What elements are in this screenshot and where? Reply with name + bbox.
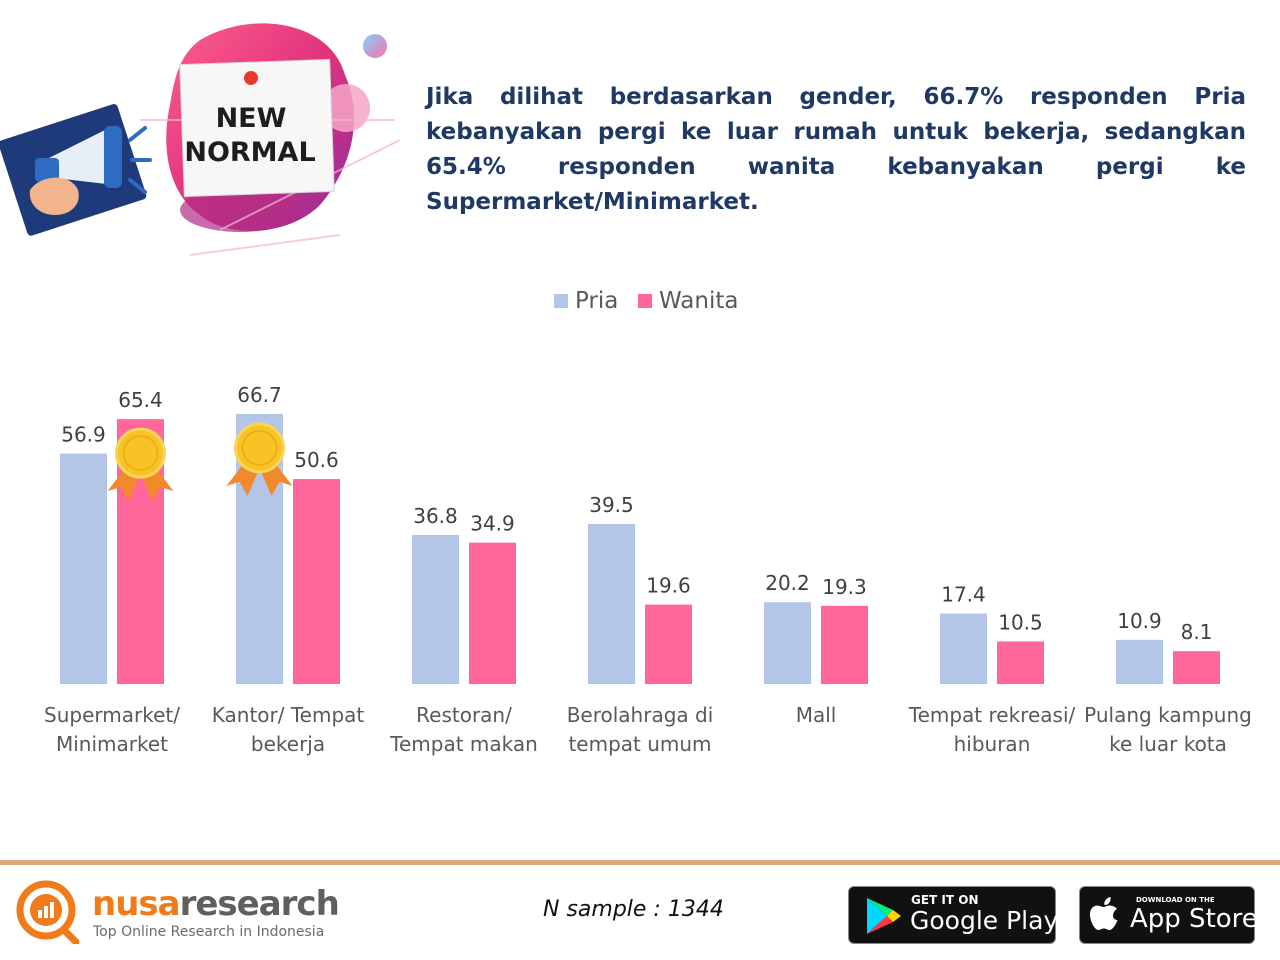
data-label-wanita-6: 8.1 — [1181, 620, 1213, 644]
bar-wanita-5 — [997, 641, 1044, 684]
category-label-4-0: Mall — [796, 703, 837, 727]
data-label-wanita-3: 19.6 — [646, 574, 691, 598]
data-label-wanita-0: 65.4 — [118, 388, 163, 412]
legend-swatch-wanita — [638, 294, 652, 308]
bar-wanita-4 — [821, 605, 868, 684]
data-label-pria-2: 36.8 — [413, 504, 458, 528]
medal-inner-ring-0 — [122, 435, 159, 471]
data-label-wanita-2: 34.9 — [470, 512, 515, 536]
category-label-1-0: Kantor/ Tempat — [212, 703, 365, 727]
bar-pria-2 — [412, 534, 459, 684]
megaphone-icon — [0, 104, 152, 236]
category-label-5-1: hiburan — [954, 732, 1031, 756]
logo-research: research — [179, 884, 340, 924]
sign-line-2: NORMAL — [184, 137, 315, 168]
legend-label-wanita: Wanita — [659, 288, 738, 314]
data-label-wanita-1: 50.6 — [294, 448, 339, 472]
logo-nusa: nusa — [92, 884, 181, 924]
legend-swatch-pria — [554, 294, 568, 308]
category-label-0-1: Minimarket — [56, 732, 168, 756]
app-store-badge[interactable]: DOWNLOAD ON THE App Store — [1079, 886, 1258, 944]
google-play-badge[interactable]: GET IT ON Google Play — [848, 886, 1059, 944]
google-play-small-text: GET IT ON — [911, 893, 979, 907]
play-store-icon — [867, 898, 901, 934]
medal-inner-ring-1 — [241, 430, 278, 466]
bar-wanita-1 — [293, 479, 340, 684]
data-label-pria-1: 66.7 — [237, 383, 282, 407]
bar-pria-5 — [940, 613, 987, 684]
bar-pria-4 — [764, 602, 811, 684]
category-label-5-0: Tempat rekreasi/ — [908, 703, 1076, 727]
bar-pria-6 — [1116, 639, 1163, 684]
data-label-wanita-5: 10.5 — [998, 610, 1043, 634]
category-label-0-0: Supermarket/ — [44, 703, 180, 727]
footer-divider — [0, 860, 1280, 865]
category-label-6-0: Pulang kampung — [1084, 703, 1252, 727]
logo-tagline: Top Online Research in Indonesia — [93, 924, 325, 940]
app-store-small-text: DOWNLOAD ON THE — [1136, 896, 1215, 904]
legend-label-pria: Pria — [575, 288, 618, 314]
logo-mark-icon — [16, 880, 80, 944]
data-label-pria-3: 39.5 — [589, 493, 634, 517]
google-play-label: Google Play — [910, 906, 1059, 935]
data-label-wanita-4: 19.3 — [822, 575, 867, 599]
data-label-pria-0: 56.9 — [61, 423, 106, 447]
bar-wanita-3 — [645, 604, 692, 684]
app-store-label: App Store — [1130, 904, 1258, 934]
category-label-3-1: tempat umum — [568, 732, 711, 756]
category-label-6-1: ke luar kota — [1109, 732, 1227, 756]
category-label-2-1: Tempat makan — [389, 732, 538, 756]
bar-pria-3 — [588, 524, 635, 684]
apple-icon — [1090, 897, 1118, 930]
category-label-2-0: Restoran/ — [416, 703, 512, 727]
category-label-1-1: bekerja — [251, 732, 325, 756]
data-label-pria-6: 10.9 — [1117, 609, 1162, 633]
bar-chart: Pria Wanita 56.9 65.4 Supermarket/Minimarket… — [44, 288, 1252, 756]
nusaresearch-logo: nusaresearch Top Online Research in Indo… — [16, 880, 346, 950]
bar-wanita-6 — [1173, 651, 1220, 684]
new-normal-banner: NEW NORMAL — [0, 23, 401, 256]
bar-pria-0 — [60, 453, 107, 684]
logo-wordmark: nusaresearch — [92, 884, 340, 924]
data-label-pria-5: 17.4 — [941, 583, 986, 607]
sample-size: N sample : 1344 — [543, 897, 724, 922]
headline-text: Jika dilihat berdasarkan gender, 66.7% r… — [426, 84, 1246, 215]
sign-line-1: NEW — [216, 103, 287, 134]
category-label-3-0: Berolahraga di — [567, 703, 714, 727]
bar-wanita-2 — [469, 542, 516, 684]
new-normal-sign: NEW NORMAL — [179, 58, 335, 198]
data-label-pria-4: 20.2 — [765, 571, 810, 595]
